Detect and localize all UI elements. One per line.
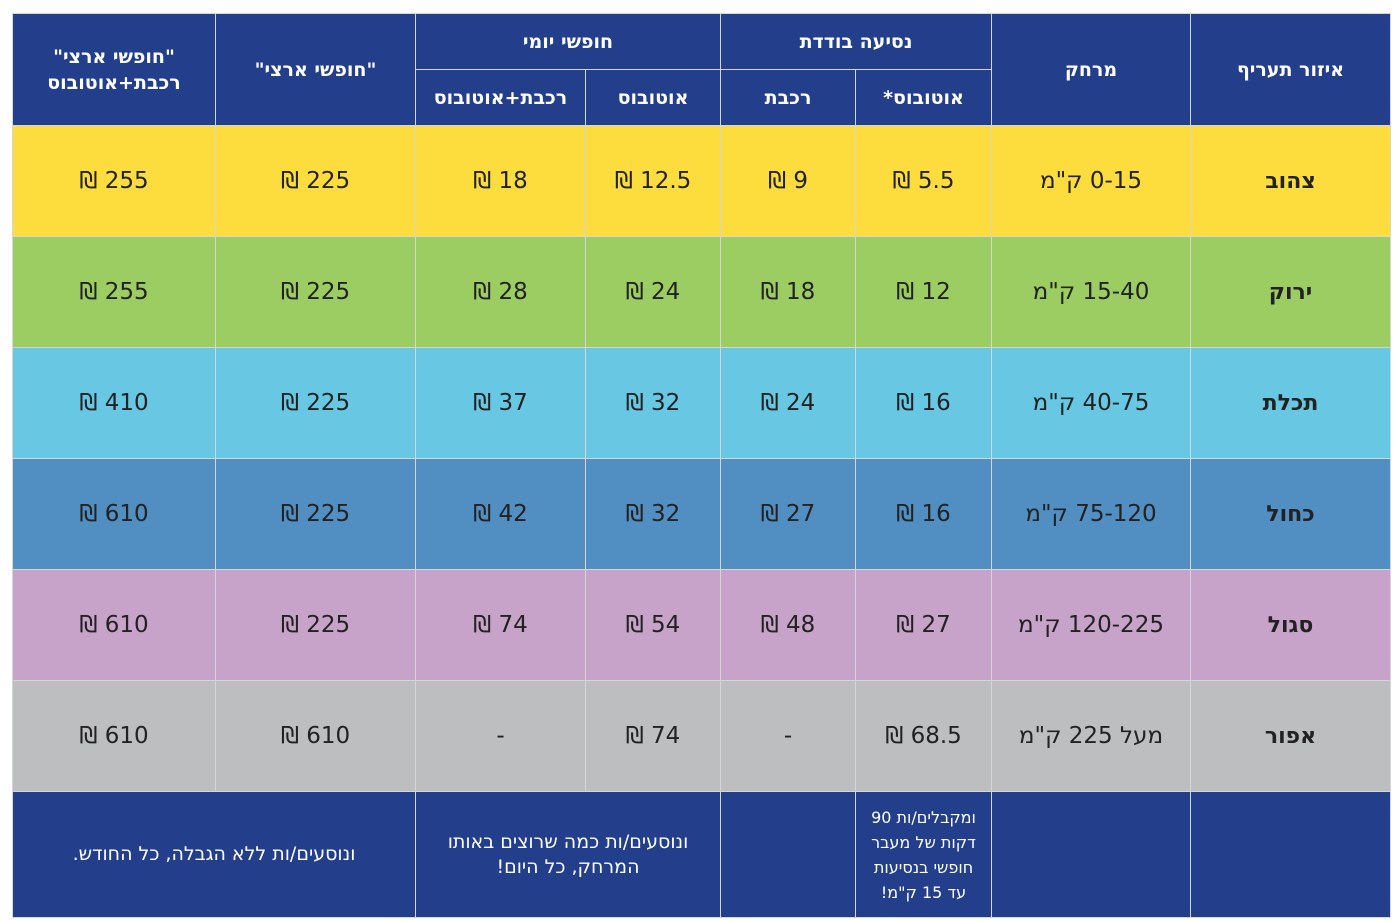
daily-train-bus-price-cell: 42 ₪ [415, 458, 586, 570]
single-train-price-cell: - [720, 680, 856, 792]
fare-table-container: איזור תעריף מרחק נסיעה בודדת חופשי יומי … [12, 13, 1391, 919]
table-row: תכלת 40-75 ק"מ 16 ₪ 24 ₪ 32 ₪ 37 ₪ 225 ₪… [12, 347, 1391, 459]
national-price-cell: 610 ₪ [215, 680, 416, 792]
single-bus-price-cell: 27 ₪ [855, 569, 992, 681]
distance-cell: 120-225 ק"מ [991, 569, 1191, 681]
fare-table: איזור תעריף מרחק נסיעה בודדת חופשי יומי … [12, 13, 1391, 918]
national-train-bus-price-cell: 255 ₪ [12, 125, 216, 237]
daily-train-bus-price-cell: 37 ₪ [415, 347, 586, 459]
distance-cell: 0-15 ק"מ [991, 125, 1191, 237]
single-bus-price-cell: 16 ₪ [855, 458, 992, 570]
header-national-free: "חופשי ארצי" [215, 13, 416, 126]
table-row: סגול 120-225 ק"מ 27 ₪ 48 ₪ 54 ₪ 74 ₪ 225… [12, 569, 1391, 681]
footer-empty-single-train [720, 791, 856, 918]
national-train-bus-price-cell: 610 ₪ [12, 458, 216, 570]
footer-empty-zone [1190, 791, 1391, 918]
single-bus-price-cell: 12 ₪ [855, 236, 992, 348]
single-train-price-cell: 48 ₪ [720, 569, 856, 681]
footer-national-note: ונוסעים/ות ללא הגבלה, כל החודש. [12, 791, 416, 918]
daily-bus-price-cell: 32 ₪ [585, 458, 721, 570]
national-price-cell: 225 ₪ [215, 236, 416, 348]
header-row-sub: אוטובוס* רכבת אוטובוס רכבת+אוטובוס [13, 69, 1391, 126]
daily-train-bus-price-cell: 74 ₪ [415, 569, 586, 681]
header-row-top: איזור תעריף מרחק נסיעה בודדת חופשי יומי … [12, 13, 1391, 126]
table-row: אפור מעל 225 ק"מ 68.5 ₪ - 74 ₪ - 610 ₪ 6… [12, 680, 1391, 792]
distance-cell: 75-120 ק"מ [991, 458, 1191, 570]
daily-bus-price-cell: 74 ₪ [585, 680, 721, 792]
daily-bus-price-cell: 12.5 ₪ [585, 125, 721, 237]
daily-bus-price-cell: 24 ₪ [585, 236, 721, 348]
header-zone: איזור תעריף [1190, 13, 1391, 126]
daily-bus-price-cell: 32 ₪ [585, 347, 721, 459]
national-train-bus-price-cell: 410 ₪ [12, 347, 216, 459]
footer-row: ומקבלים/ות 90 דקות של מעבר חופשי בנסיעות… [12, 791, 1391, 918]
national-train-bus-price-cell: 610 ₪ [12, 569, 216, 681]
national-price-cell: 225 ₪ [215, 347, 416, 459]
single-train-price-cell: 9 ₪ [720, 125, 856, 237]
header-daily-bus: אוטובוס [585, 69, 721, 126]
fare-table-body: צהוב 0-15 ק"מ 5.5 ₪ 9 ₪ 12.5 ₪ 18 ₪ 225 … [12, 125, 1391, 918]
header-distance: מרחק [991, 13, 1191, 126]
single-bus-price-cell: 68.5 ₪ [855, 680, 992, 792]
footer-single-bus-note: ומקבלים/ות 90 דקות של מעבר חופשי בנסיעות… [855, 791, 992, 918]
distance-cell: מעל 225 ק"מ [991, 680, 1191, 792]
single-train-price-cell: 24 ₪ [720, 347, 856, 459]
zone-name-cell: אפור [1190, 680, 1391, 792]
table-row: ירוק 15-40 ק"מ 12 ₪ 18 ₪ 24 ₪ 28 ₪ 225 ₪… [12, 236, 1391, 348]
header-daily-train-bus: רכבת+אוטובוס [415, 69, 586, 126]
national-train-bus-price-cell: 255 ₪ [12, 236, 216, 348]
header-single-train: רכבת [720, 69, 856, 126]
national-price-cell: 225 ₪ [215, 125, 416, 237]
national-price-cell: 225 ₪ [215, 458, 416, 570]
single-train-price-cell: 18 ₪ [720, 236, 856, 348]
footer-daily-note: ונוסעים/ות כמה שרוצים באותו המרחק, כל הי… [415, 791, 721, 918]
national-price-cell: 225 ₪ [215, 569, 416, 681]
header-daily-free: חופשי יומי [415, 13, 721, 70]
footer-empty-distance [991, 791, 1191, 918]
daily-bus-price-cell: 54 ₪ [585, 569, 721, 681]
header-single-ride: נסיעה בודדת [720, 13, 992, 70]
table-row: כחול 75-120 ק"מ 16 ₪ 27 ₪ 32 ₪ 42 ₪ 225 … [12, 458, 1391, 570]
distance-cell: 40-75 ק"מ [991, 347, 1191, 459]
zone-name-cell: ירוק [1190, 236, 1391, 348]
header-national-free-train-bus: "חופשי ארצי" רכבת+אוטובוס [12, 13, 216, 126]
distance-cell: 15-40 ק"מ [991, 236, 1191, 348]
table-row: צהוב 0-15 ק"מ 5.5 ₪ 9 ₪ 12.5 ₪ 18 ₪ 225 … [12, 125, 1391, 237]
national-train-bus-price-cell: 610 ₪ [12, 680, 216, 792]
single-bus-price-cell: 16 ₪ [855, 347, 992, 459]
header-single-bus: אוטובוס* [855, 69, 992, 126]
zone-name-cell: תכלת [1190, 347, 1391, 459]
daily-train-bus-price-cell: 28 ₪ [415, 236, 586, 348]
single-bus-price-cell: 5.5 ₪ [855, 125, 992, 237]
daily-train-bus-price-cell: - [415, 680, 586, 792]
zone-name-cell: כחול [1190, 458, 1391, 570]
zone-name-cell: צהוב [1190, 125, 1391, 237]
daily-train-bus-price-cell: 18 ₪ [415, 125, 586, 237]
single-train-price-cell: 27 ₪ [720, 458, 856, 570]
zone-name-cell: סגול [1190, 569, 1391, 681]
